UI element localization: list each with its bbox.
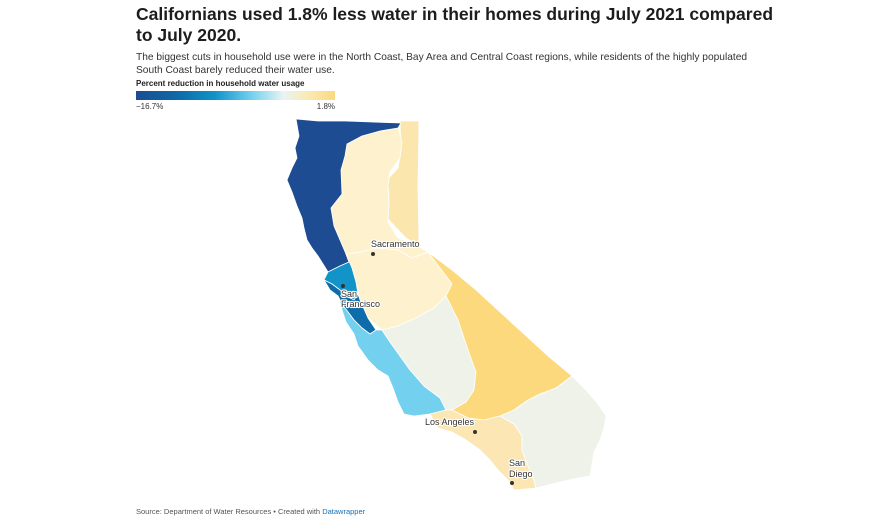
legend-min-label: −16.7% [136,102,164,111]
chart-header: Californians used 1.8% less water in the… [136,4,776,77]
city-dot-los-angeles [473,430,477,434]
city-label-sacramento: Sacramento [371,239,420,249]
city-dot-sacramento [371,252,375,256]
city-label-san-diego-line2: Diego [509,469,533,479]
chart-footer: Source: Department of Water Resources • … [136,507,365,516]
city-sacramento: Sacramento [370,238,421,256]
source-text: Source: Department of Water Resources • … [136,507,323,516]
region-colorado-river[interactable] [499,375,607,489]
city-label-san-francisco-line1: San [341,289,357,299]
color-legend: Percent reduction in household water usa… [136,79,346,112]
city-dot-san-diego [510,481,514,485]
city-label-los-angeles: Los Angeles [425,417,475,427]
city-label-san-diego-line1: San [509,458,525,468]
legend-title: Percent reduction in household water usa… [136,79,305,88]
city-dot-san-francisco [341,284,345,288]
datawrapper-link[interactable]: Datawrapper [322,507,366,516]
legend-gradient-bar [136,91,335,100]
city-label-san-francisco-line2: Francisco [341,299,380,309]
chart-title: Californians used 1.8% less water in the… [136,4,774,45]
city-los-angeles: Los Angeles [424,416,477,434]
legend-labels: −16.7% 1.8% [136,100,335,112]
legend-max-label: 1.8% [316,102,335,111]
city-san-francisco: San Francisco [340,284,381,310]
city-san-diego: San Diego [508,457,534,485]
chart-subtitle: The biggest cuts in household use were i… [136,52,748,76]
